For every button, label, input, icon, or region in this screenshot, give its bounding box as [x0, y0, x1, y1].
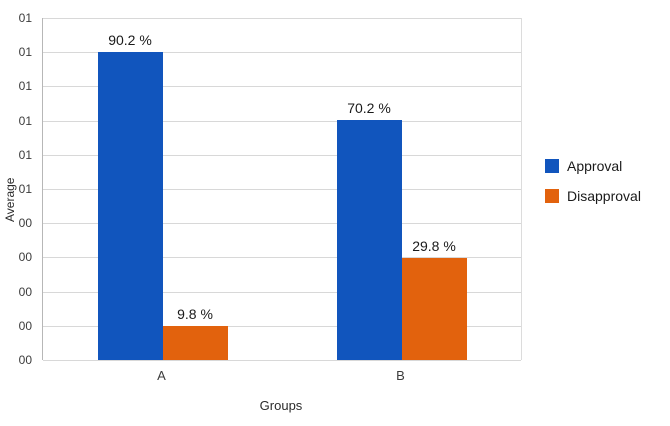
gridline	[43, 52, 521, 54]
data-label-approval-a: 90.2 %	[108, 31, 152, 48]
bar-disapproval-b	[401, 258, 467, 360]
gridline	[43, 86, 521, 88]
y-tick-label: 00	[18, 284, 32, 299]
gridline	[43, 18, 521, 19]
y-tick-label: 00	[18, 250, 32, 265]
y-tick-label: 00	[18, 353, 32, 367]
y-tick-label: 00	[18, 216, 32, 231]
x-category-label-b: B	[396, 368, 405, 383]
gridline	[43, 257, 521, 259]
y-tick-label: 00	[18, 318, 32, 333]
gridline	[43, 189, 521, 190]
y-tick-label: 01	[18, 79, 32, 94]
gridline	[43, 154, 521, 156]
bar-wrap-approval-a: 90.2 %	[97, 18, 163, 360]
bar-wrap-disapproval-a: 9.8 %	[162, 18, 228, 360]
legend: Approval Disapproval	[545, 158, 641, 218]
gridline	[43, 291, 521, 293]
y-tick-label: 01	[18, 11, 32, 25]
plot-area: 90.2 % 9.8 % 70.2 % 29.8 %	[42, 18, 522, 361]
bar-wrap-approval-b: 70.2 %	[336, 18, 402, 360]
bar-group-a: 90.2 % 9.8 %	[43, 18, 282, 360]
legend-swatch-approval	[545, 159, 559, 173]
y-tick-label: 01	[18, 113, 32, 128]
gridline	[43, 223, 521, 225]
y-axis-tick-labels: 01 01 01 01 01 01 00 00 00 00 00	[0, 11, 37, 367]
x-category-label-a: A	[157, 368, 166, 383]
data-label-approval-b: 70.2 %	[347, 99, 391, 116]
legend-swatch-disapproval	[545, 189, 559, 203]
gridline	[43, 120, 521, 122]
legend-label-disapproval: Disapproval	[567, 188, 641, 204]
gridline	[43, 325, 521, 327]
gridline	[43, 360, 521, 361]
bar-group-b: 70.2 % 29.8 %	[282, 18, 521, 360]
data-label-disapproval-b: 29.8 %	[412, 238, 456, 255]
bar-wrap-disapproval-b: 29.8 %	[401, 18, 467, 360]
data-label-disapproval-a: 9.8 %	[177, 306, 213, 323]
bar-disapproval-a	[162, 326, 228, 360]
bar-approval-a	[97, 51, 163, 360]
legend-item-disapproval: Disapproval	[545, 188, 641, 204]
bar-approval-b	[336, 119, 402, 360]
legend-label-approval: Approval	[567, 158, 623, 174]
legend-item-approval: Approval	[545, 158, 641, 174]
bar-groups: 90.2 % 9.8 % 70.2 % 29.8 %	[43, 18, 521, 360]
y-tick-label: 01	[18, 45, 32, 60]
y-tick-label: 01	[18, 147, 32, 162]
x-axis-title: Groups	[259, 398, 303, 413]
y-tick-label: 01	[18, 182, 32, 196]
